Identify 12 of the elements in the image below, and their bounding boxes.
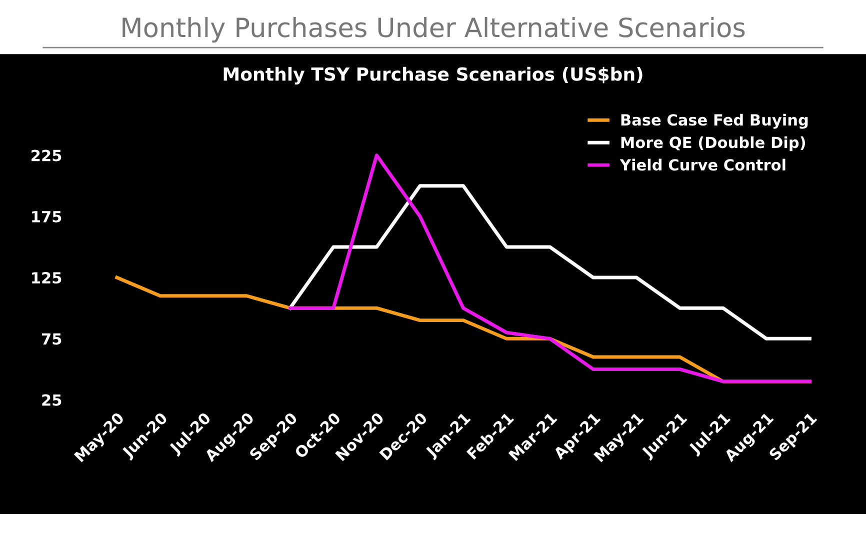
line-series — [288, 184, 812, 340]
chart-title: Monthly Purchases Under Alternative Scenarios — [122, 16, 745, 43]
y-tick-label: 175 — [32, 211, 62, 222]
y-tick-label: 25 — [42, 394, 62, 406]
y-tick-label: 125 — [32, 272, 62, 284]
y-tick-label: 75 — [42, 333, 62, 345]
y-tick-label: 225 — [32, 150, 62, 162]
line-series — [288, 154, 812, 384]
legend-label: Base Case Fed Buying — [621, 114, 808, 129]
chart-subtitle: Monthly TSY Purchase Scenarios (US$bn) — [224, 66, 642, 85]
legend-label: More QE (Double Dip) — [621, 136, 806, 152]
legend-label: Yield Curve Control — [620, 158, 786, 171]
